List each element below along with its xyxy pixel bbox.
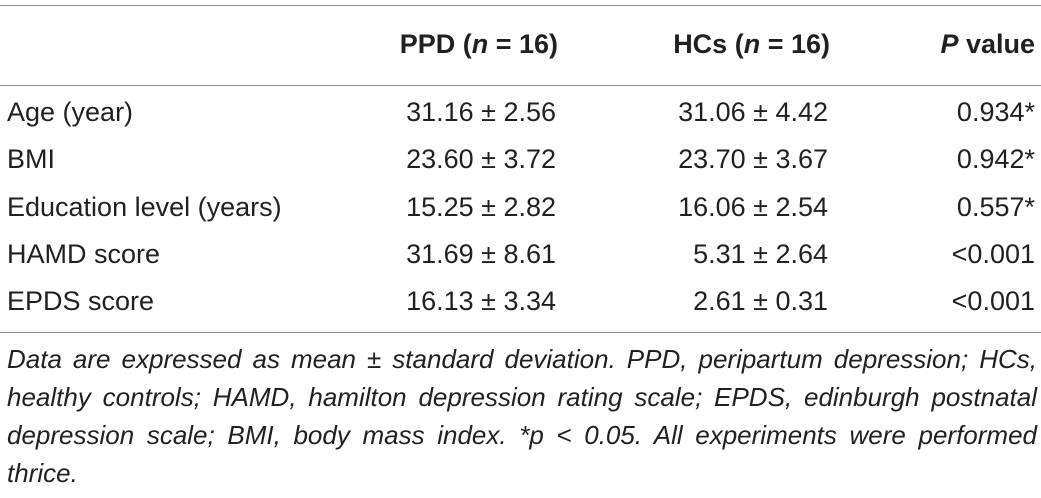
table-bottom-rule — [0, 332, 1041, 333]
row-label: Age (year) — [7, 97, 134, 127]
row-label: EPDS score — [7, 286, 155, 316]
row-label: Education level (years) — [7, 192, 282, 222]
p-value: 0.557* — [956, 192, 1035, 222]
table-top-rule — [0, 5, 1041, 6]
hc-value: 31.06 ± 4.42 — [678, 97, 828, 127]
p-value: 0.934* — [956, 97, 1035, 127]
p-value: <0.001 — [951, 239, 1035, 269]
ppd-value: 15.25 ± 2.82 — [406, 192, 556, 222]
hc-value: 2.61 ± 0.31 — [693, 286, 828, 316]
row-label: BMI — [7, 144, 56, 174]
p-value: <0.001 — [951, 286, 1035, 316]
header-p-value: P value — [940, 29, 1035, 59]
ppd-value: 16.13 ± 3.34 — [406, 286, 556, 316]
table-header-rule — [0, 85, 1041, 86]
header-hcs: HCs (n = 16) — [673, 29, 830, 59]
row-label: HAMD score — [7, 239, 161, 269]
header-ppd: PPD (n = 16) — [399, 29, 558, 59]
ppd-value: 31.16 ± 2.56 — [406, 97, 556, 127]
hc-value: 5.31 ± 2.64 — [693, 239, 828, 269]
ppd-value: 23.60 ± 3.72 — [406, 144, 556, 174]
hc-value: 23.70 ± 3.67 — [678, 144, 828, 174]
p-value: 0.942* — [956, 144, 1035, 174]
hc-value: 16.06 ± 2.54 — [678, 192, 828, 222]
ppd-value: 31.69 ± 8.61 — [406, 239, 556, 269]
table-footnote: Data are expressed as mean ± standard de… — [7, 344, 1037, 488]
